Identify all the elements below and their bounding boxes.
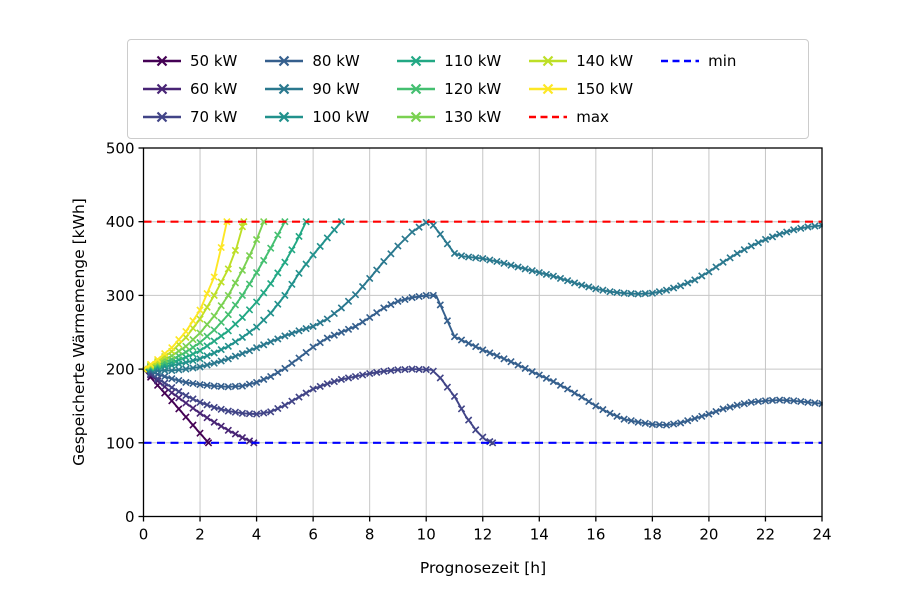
line-x-marker-sample-icon bbox=[265, 83, 304, 95]
legend-item-150-kw: 150 kW bbox=[528, 75, 633, 103]
legend-label: 110 kW bbox=[444, 52, 502, 70]
dashed-line-sample-icon bbox=[661, 59, 700, 63]
legend-label: 60 kW bbox=[190, 80, 238, 98]
x-tick-label-20: 20 bbox=[699, 526, 718, 544]
series-markers bbox=[142, 365, 497, 447]
legend-item-70-kw: 70 kW bbox=[142, 103, 237, 131]
legend-label: 130 kW bbox=[444, 108, 502, 126]
legend-item-50-kw: 50 kW bbox=[142, 47, 237, 75]
line-x-marker-sample-icon bbox=[265, 55, 304, 67]
legend-label: 100 kW bbox=[312, 108, 370, 126]
legend-label: min bbox=[708, 52, 737, 70]
legend-item-140-kw: 140 kW bbox=[528, 47, 633, 75]
grid bbox=[143, 147, 823, 517]
x-tick-label-4: 4 bbox=[252, 526, 262, 544]
legend-label: max bbox=[576, 108, 609, 126]
legend-label: 120 kW bbox=[444, 80, 502, 98]
series-70-kw bbox=[142, 365, 497, 447]
line-x-marker-sample-icon bbox=[529, 55, 568, 67]
x-tick-label-18: 18 bbox=[643, 526, 662, 544]
x-tick-label-12: 12 bbox=[473, 526, 492, 544]
legend-label: 150 kW bbox=[576, 80, 634, 98]
legend-label: 80 kW bbox=[312, 52, 360, 70]
line-x-marker-sample-icon bbox=[529, 83, 568, 95]
legend-item-100-kw: 100 kW bbox=[264, 103, 369, 131]
x-tick-label-6: 6 bbox=[308, 526, 318, 544]
legend-label: 90 kW bbox=[312, 80, 360, 98]
y-tick-label-0: 0 bbox=[125, 508, 135, 526]
line-x-marker-sample-icon bbox=[397, 55, 436, 67]
y-tick-label-100: 100 bbox=[106, 434, 135, 452]
x-tick-label-0: 0 bbox=[139, 526, 149, 544]
x-tick-label-8: 8 bbox=[365, 526, 375, 544]
line-x-marker-sample-icon bbox=[397, 111, 436, 123]
line-x-marker-sample-icon bbox=[265, 111, 304, 123]
legend-item-90-kw: 90 kW bbox=[264, 75, 369, 103]
legend-column-5: min bbox=[660, 47, 736, 131]
dashed-line-sample-icon bbox=[529, 115, 568, 119]
y-tick-label-500: 500 bbox=[106, 140, 135, 158]
x-tick-label-14: 14 bbox=[530, 526, 549, 544]
y-tick-label-300: 300 bbox=[106, 287, 135, 305]
legend-item-80-kw: 80 kW bbox=[264, 47, 369, 75]
legend-item-130-kw: 130 kW bbox=[396, 103, 501, 131]
legend: 50 kW 60 kW 70 kW 80 kW 90 kW 100 kW 110 kW 120… bbox=[127, 39, 809, 139]
x-tick-label-10: 10 bbox=[417, 526, 436, 544]
line-x-marker-sample-icon bbox=[143, 55, 181, 67]
x-tick-label-22: 22 bbox=[756, 526, 775, 544]
legend-label: 70 kW bbox=[190, 108, 238, 126]
y-tick-label-200: 200 bbox=[106, 361, 135, 379]
series-90-kw bbox=[142, 218, 823, 375]
legend-item-60-kw: 60 kW bbox=[142, 75, 237, 103]
legend-column-2: 80 kW 90 kW 100 kW bbox=[264, 47, 369, 131]
y-tick-label-400: 400 bbox=[106, 213, 135, 231]
legend-column-4: 140 kW 150 kW max bbox=[528, 47, 633, 131]
legend-item-120-kw: 120 kW bbox=[396, 75, 501, 103]
line-x-marker-sample-icon bbox=[143, 111, 181, 123]
legend-label: 50 kW bbox=[190, 52, 238, 70]
line-x-marker-sample-icon bbox=[143, 83, 181, 95]
legend-column-3: 110 kW 120 kW 130 kW bbox=[396, 47, 501, 131]
y-axis-label: Gespeicherte Wärmemenge [kWh] bbox=[70, 198, 88, 466]
x-tick-label-2: 2 bbox=[195, 526, 205, 544]
legend-item-min: min bbox=[660, 47, 736, 75]
legend-column-1: 50 kW 60 kW 70 kW bbox=[142, 47, 237, 131]
legend-item-max: max bbox=[528, 103, 633, 131]
line-x-marker-sample-icon bbox=[397, 83, 436, 95]
x-axis-label: Prognosezeit [h] bbox=[420, 559, 546, 577]
x-tick-label-24: 24 bbox=[812, 526, 831, 544]
series-110-kw bbox=[142, 218, 310, 373]
x-tick-label-16: 16 bbox=[586, 526, 605, 544]
legend-label: 140 kW bbox=[576, 52, 634, 70]
legend-item-110-kw: 110 kW bbox=[396, 47, 501, 75]
